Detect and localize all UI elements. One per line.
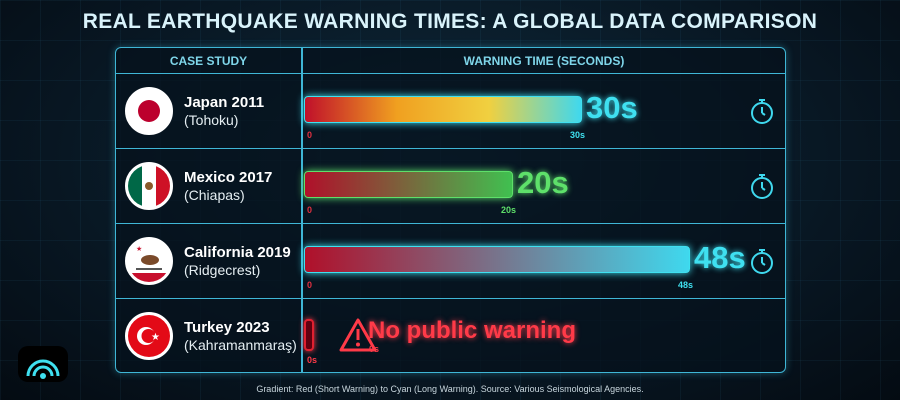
case-location: (Kahramanmaraş) bbox=[184, 337, 297, 353]
tick-end: 30s bbox=[570, 130, 586, 140]
svg-text:★: ★ bbox=[151, 332, 160, 343]
case-name: Japan 2011 bbox=[184, 94, 265, 111]
warning-bar bbox=[304, 246, 690, 273]
warning-bar bbox=[304, 171, 513, 198]
flag-mexico-icon bbox=[125, 162, 173, 210]
header-case-study: CASE STUDY bbox=[169, 54, 248, 68]
table-row: ★ California 2019 (Ridgecrest) 48s 0 48s bbox=[116, 224, 785, 299]
header-warning-time: WARNING TIME (SECONDS) bbox=[463, 54, 625, 68]
tick-start: 0 bbox=[307, 280, 313, 290]
case-name: Mexico 2017 bbox=[184, 169, 273, 186]
warning-value: No public warning bbox=[368, 317, 576, 344]
tick-start: 0 bbox=[307, 205, 313, 215]
comparison-table: CASE STUDY WARNING TIME (SECONDS) Japan … bbox=[115, 47, 786, 373]
column-divider bbox=[301, 48, 303, 372]
footer-note: Gradient: Red (Short Warning) to Cyan (L… bbox=[256, 384, 644, 394]
table-row: Mexico 2017 (Chiapas) 20s 0 20s bbox=[116, 149, 785, 224]
tick-end: 48s bbox=[678, 280, 694, 290]
page-title: REAL EARTHQUAKE WARNING TIMES: A GLOBAL … bbox=[82, 10, 818, 33]
brand-logo bbox=[18, 346, 68, 382]
svg-text:★: ★ bbox=[136, 245, 142, 253]
warning-bar bbox=[304, 319, 314, 351]
case-location: (Ridgecrest) bbox=[184, 262, 261, 278]
flag-california-icon: ★ bbox=[125, 237, 173, 285]
table-row: Japan 2011 (Tohoku) 30s 0 30s bbox=[116, 74, 785, 149]
table-header: CASE STUDY WARNING TIME (SECONDS) bbox=[116, 48, 785, 74]
tick-end: 20s bbox=[501, 205, 517, 215]
warning-bar bbox=[304, 96, 582, 123]
warning-value: 20s bbox=[517, 165, 569, 200]
case-name: Turkey 2023 bbox=[184, 319, 270, 336]
stopwatch-icon bbox=[749, 97, 775, 125]
flag-turkey-icon: ★ bbox=[125, 312, 173, 360]
tick-start: 0s bbox=[307, 355, 318, 365]
tick-start: 0 bbox=[307, 130, 313, 140]
warning-value: 48s bbox=[694, 240, 746, 275]
case-name: California 2019 bbox=[184, 244, 291, 261]
warning-triangle-icon bbox=[338, 317, 378, 358]
case-location: (Tohoku) bbox=[184, 112, 239, 128]
table-row: ★ Turkey 2023 (Kahramanmaraş) No public … bbox=[116, 299, 785, 374]
flag-japan-icon bbox=[125, 87, 173, 135]
stopwatch-icon bbox=[749, 172, 775, 200]
stopwatch-icon bbox=[749, 247, 775, 275]
case-location: (Chiapas) bbox=[184, 187, 245, 203]
tick-inline: 0s bbox=[369, 344, 380, 354]
warning-value: 30s bbox=[586, 90, 638, 125]
